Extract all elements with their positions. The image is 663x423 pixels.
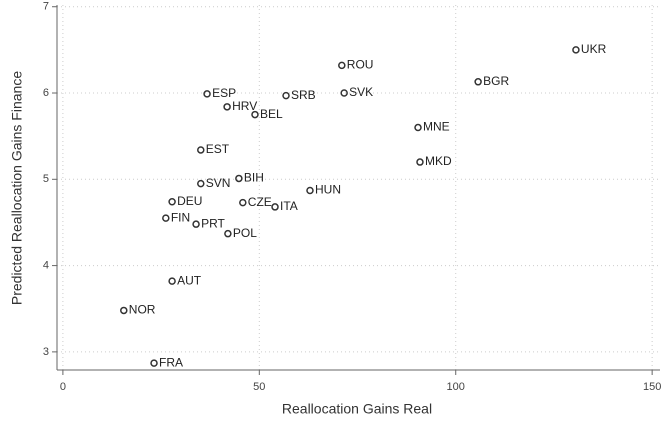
point-label: NOR	[129, 303, 156, 317]
point-label: AUT	[177, 273, 202, 287]
point-label: UKR	[581, 42, 607, 56]
point-label: MKD	[425, 154, 452, 168]
point-label: FRA	[159, 355, 183, 369]
y-tick-label: 3	[43, 346, 49, 358]
point	[235, 174, 243, 183]
point	[239, 198, 247, 207]
point-label: PRT	[201, 216, 225, 230]
point	[150, 359, 158, 367]
y-tick-label: 7	[43, 1, 49, 13]
point	[168, 277, 176, 285]
point	[572, 46, 580, 54]
point	[416, 158, 424, 166]
y-axis-title: Predicted Reallocation Gains Finance	[9, 71, 25, 305]
y-tick-label: 4	[43, 259, 49, 271]
x-tick-label: 150	[643, 381, 661, 393]
point	[223, 103, 231, 111]
point	[162, 214, 170, 222]
point-label: SVK	[349, 85, 373, 99]
point-label: HUN	[315, 183, 341, 197]
x-tick-label: 50	[253, 381, 265, 393]
point	[414, 123, 422, 132]
point-label: BGR	[483, 74, 509, 88]
point-label: POL	[233, 226, 257, 240]
point-label: ROU	[347, 58, 374, 72]
point-label: CZE	[248, 195, 272, 209]
point-label: BEL	[260, 107, 283, 121]
point-label: ITA	[280, 199, 298, 213]
point-label: FIN	[171, 210, 190, 224]
point-label: DEU	[177, 194, 202, 208]
point-label: MNE	[423, 120, 450, 134]
x-axis-title: Reallocation Gains Real	[282, 401, 432, 417]
point-label: SVN	[206, 176, 231, 190]
point	[251, 110, 259, 119]
point-label: BIH	[244, 171, 264, 185]
point	[197, 146, 205, 154]
point-label: ESP	[212, 86, 236, 100]
point	[282, 91, 290, 100]
point	[203, 90, 211, 98]
y-tick-label: 6	[43, 87, 49, 99]
x-tick-label: 0	[60, 381, 66, 393]
point	[192, 220, 200, 228]
point	[224, 229, 232, 238]
point	[271, 203, 279, 211]
point	[474, 78, 482, 86]
point	[197, 179, 205, 188]
point-label: EST	[206, 142, 230, 156]
point-label: SRB	[291, 88, 316, 102]
y-tick-label: 5	[43, 173, 49, 185]
point-label: HRV	[232, 99, 257, 113]
point	[168, 197, 176, 206]
point	[340, 89, 348, 97]
point	[120, 306, 128, 315]
point	[338, 61, 346, 70]
x-tick-label: 100	[447, 381, 465, 393]
point	[306, 186, 314, 195]
